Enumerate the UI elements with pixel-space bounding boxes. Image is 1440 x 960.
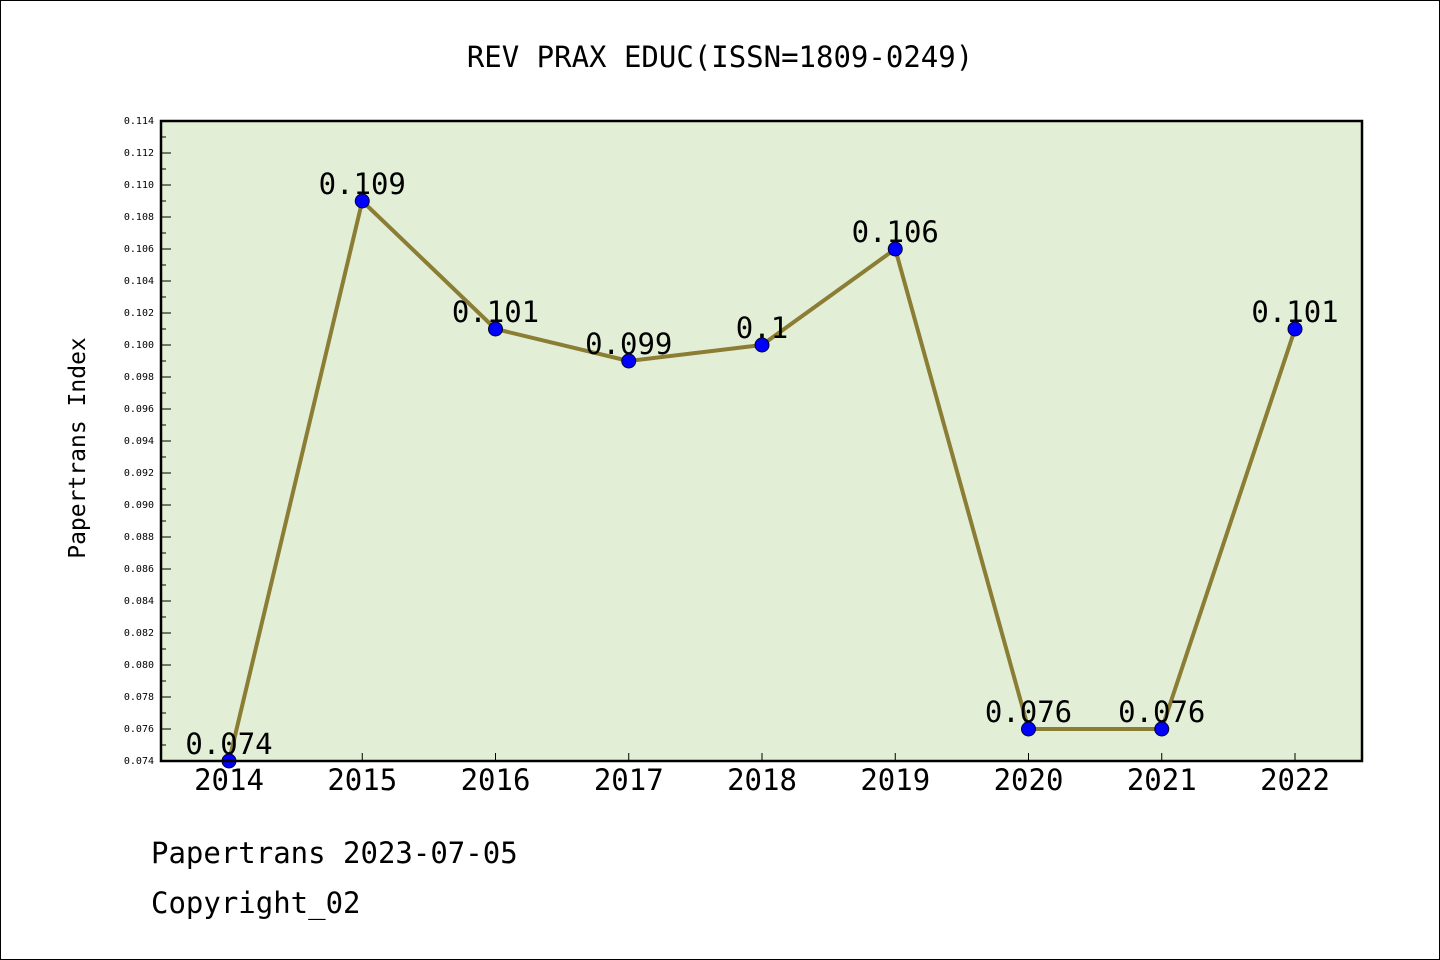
data-label: 0.076 [1118,695,1205,729]
y-tick-label: 0.102 [124,308,154,319]
y-axis-label: Papertrans Index [65,337,91,559]
data-point [1154,721,1170,737]
data-label: 0.099 [585,327,672,361]
data-label: 0.101 [1251,295,1338,329]
y-tick-label: 0.098 [124,372,154,383]
x-tick-label: 2020 [994,763,1064,797]
x-tick-label: 2017 [594,763,664,797]
footer-date: Papertrans 2023-07-05 [151,836,518,870]
plot-background [161,121,1362,761]
y-tick-label: 0.078 [124,692,154,703]
data-point [488,321,503,337]
y-tick-label: 0.104 [124,276,154,287]
y-tick-label: 0.106 [124,244,154,255]
y-tick-label: 0.092 [124,468,154,479]
data-point [1021,721,1036,737]
data-label: 0.109 [319,167,406,201]
x-tick-label: 2015 [327,763,397,797]
y-tick-label: 0.096 [124,404,154,415]
data-label: 0.1 [736,311,788,345]
y-tick-label: 0.090 [124,500,154,511]
y-tick-label: 0.110 [124,180,154,191]
x-tick-label: 2014 [194,763,264,797]
y-tick-label: 0.114 [124,116,154,127]
footer-copyright: Copyright_02 [151,886,361,920]
x-tick-label: 2018 [727,763,797,797]
x-tick-label: 2021 [1127,763,1197,797]
y-tick-label: 0.086 [124,564,154,575]
y-tick-label: 0.084 [124,596,154,607]
data-point [621,353,637,369]
chart-title: REV PRAX EDUC(ISSN=1809-0249) [467,40,973,74]
data-label: 0.076 [985,695,1072,729]
x-tick-label: 2016 [461,763,531,797]
y-tick-label: 0.108 [124,212,154,223]
y-tick-label: 0.112 [124,148,154,159]
y-tick-label: 0.080 [124,660,154,671]
x-tick-label: 2019 [860,763,930,797]
x-tick-label: 2022 [1260,763,1330,797]
plot-frame [159,119,1364,763]
data-point [887,241,903,257]
data-point [1287,321,1303,337]
y-tick-label: 0.088 [124,532,154,543]
plot-area: 0.074 0.076 0.078 0.080 0.082 0.084 0.086 0.088… [124,116,1364,797]
y-tick-label: 0.094 [124,436,154,447]
data-label: 0.106 [852,215,939,249]
data-point [754,337,770,353]
y-tick-label: 0.076 [124,724,154,735]
data-label: 0.101 [452,295,539,329]
data-label: 0.074 [185,727,272,761]
data-point [354,193,370,209]
y-tick-label: 0.074 [124,756,154,767]
y-tick-label: 0.100 [124,340,154,351]
y-tick-label: 0.082 [124,628,154,639]
